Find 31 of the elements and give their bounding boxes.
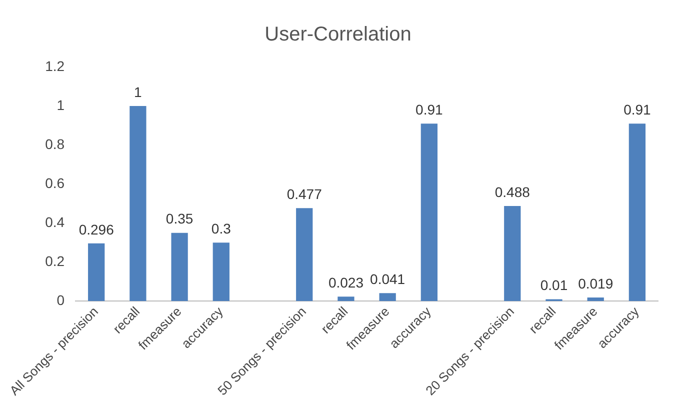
bar	[379, 293, 396, 302]
bar	[88, 243, 105, 302]
data-label: 0.91	[416, 101, 444, 118]
bar	[628, 124, 646, 302]
bar	[420, 124, 438, 302]
bar	[130, 106, 146, 302]
data-label: 0.041	[370, 271, 406, 288]
y-tick-label: 0.8	[45, 136, 65, 152]
data-label: 0.91	[624, 101, 652, 118]
data-label: 0.023	[328, 274, 364, 291]
y-tick-label: 0.2	[45, 253, 65, 269]
y-tick-label: 1.2	[45, 58, 65, 74]
bar	[587, 297, 604, 302]
data-label: 0.019	[578, 275, 614, 292]
chart-title: User-Correlation	[264, 24, 412, 46]
y-tick-label: 0.6	[45, 174, 65, 191]
data-label: 0.35	[166, 210, 194, 227]
y-tick-label: 0.4	[45, 214, 65, 230]
bar	[171, 232, 188, 302]
data-label: 0.01	[540, 277, 568, 294]
y-tick-label: 1	[56, 96, 65, 113]
data-label: 1	[134, 84, 142, 100]
bar	[296, 208, 313, 302]
bar	[338, 296, 354, 302]
data-label: 0.477	[286, 186, 322, 202]
data-label: 0.488	[494, 184, 530, 200]
data-label: 0.296	[78, 221, 114, 238]
bar	[212, 242, 230, 302]
data-label: 0.3	[211, 220, 232, 236]
bar	[504, 206, 521, 302]
y-tick-label: 0	[56, 292, 65, 308]
